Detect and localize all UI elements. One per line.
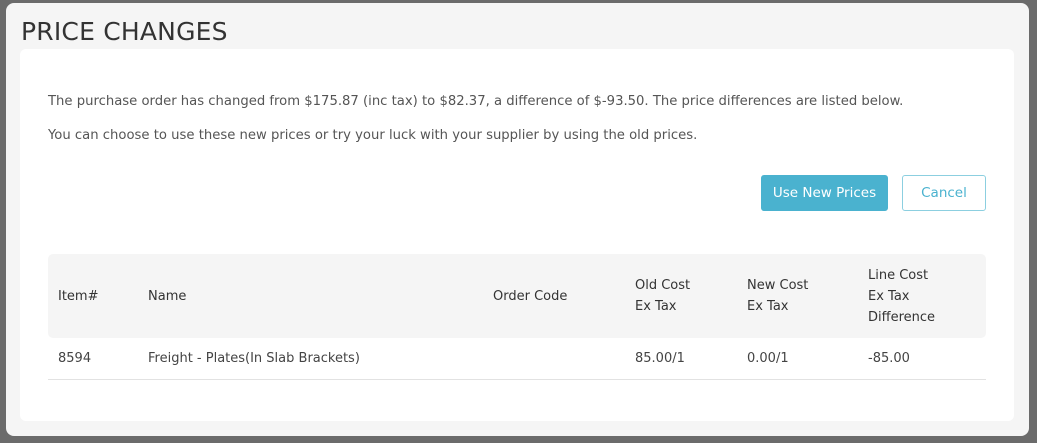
header-line-cost-difference: Line Cost Ex Tax Difference — [868, 267, 936, 325]
cell-new-cost: 0.00/1 — [737, 338, 858, 380]
dialog-title: PRICE CHANGES — [21, 17, 228, 46]
cancel-button[interactable]: Cancel — [902, 175, 986, 211]
header-name: Name — [148, 288, 187, 304]
cell-name: Freight - Plates(In Slab Brackets) — [138, 338, 483, 380]
header-order-code: Order Code — [493, 288, 568, 304]
cell-difference: -85.00 — [858, 338, 986, 380]
header-old-cost: Old Cost Ex Tax — [635, 278, 691, 314]
price-change-message: The purchase order has changed from $175… — [48, 94, 904, 109]
cell-order-code — [483, 338, 625, 380]
header-item: Item# — [58, 288, 99, 304]
use-new-prices-button[interactable]: Use New Prices — [761, 175, 888, 211]
dialog-body: The purchase order has changed from $175… — [20, 49, 1014, 421]
cell-old-cost: 85.00/1 — [625, 338, 737, 380]
table-row: 8594 Freight - Plates(In Slab Brackets) … — [48, 338, 986, 380]
price-differences-table: Item# Name Order Code Old Cost Ex Tax New… — [48, 254, 986, 380]
price-change-hint: You can choose to use these new prices o… — [48, 128, 698, 143]
cell-item: 8594 — [48, 338, 138, 380]
table-header-row: Item# Name Order Code Old Cost Ex Tax New… — [48, 254, 986, 338]
price-changes-dialog: PRICE CHANGES The purchase order has cha… — [6, 3, 1029, 436]
header-new-cost: New Cost Ex Tax — [747, 278, 809, 314]
